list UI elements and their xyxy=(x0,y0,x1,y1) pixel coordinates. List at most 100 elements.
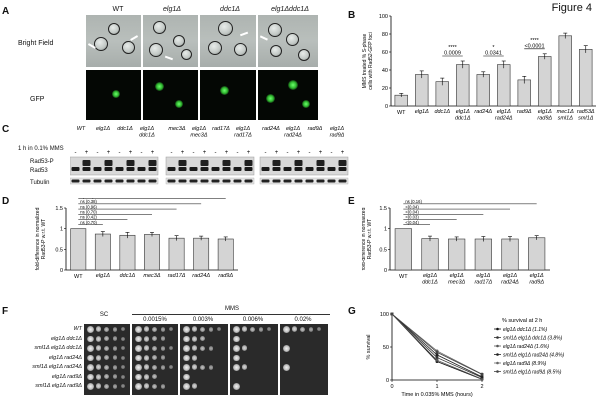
treatment-label: 1 h in 0.1% MMS xyxy=(18,146,64,152)
lane-sign-0-2-1: + xyxy=(129,150,133,156)
strain-label-1-1: elg1Δ mec3Δ xyxy=(190,126,207,139)
lane-sign-1-2-0: - xyxy=(215,150,217,156)
bar-2 xyxy=(435,81,449,107)
spot-0-3-2 xyxy=(104,355,110,361)
spot-1-5-1 xyxy=(143,373,150,380)
comparison-label-5: <(0.03) xyxy=(80,198,94,199)
spot-2-4-1 xyxy=(191,364,198,371)
y-axis-label: % survival xyxy=(366,334,372,359)
x-tick-label-1: 1 xyxy=(435,384,438,390)
legend-marker-3 xyxy=(496,353,499,356)
x-tick-label-4: rad17Δ xyxy=(168,273,186,279)
lane-sign-0-3-0: - xyxy=(141,150,143,156)
comparison-label-0: <(0.04) xyxy=(405,220,419,225)
y-tick-label-2: 100 xyxy=(380,312,389,318)
lane-sign-0-1-1: + xyxy=(107,150,111,156)
comparison-label-1: ns (0.42) xyxy=(80,215,97,220)
series-5-point-0 xyxy=(390,312,394,316)
spot-0-0-1 xyxy=(95,326,102,333)
blot-membrane-2 xyxy=(259,156,349,176)
spot-plate-4 xyxy=(280,324,328,395)
tubulin-band-2-0-1 xyxy=(272,179,281,183)
spot-0-5-3 xyxy=(112,374,118,380)
bar-6 xyxy=(517,79,531,107)
y-axis-label: MMS treated % S-phasecells with Rad52-GF… xyxy=(362,32,374,89)
spot-3-0-3 xyxy=(258,326,264,332)
spot-4-0-2 xyxy=(300,326,306,332)
y-tick-label-1: 0.5 xyxy=(55,247,63,253)
rad53p-band-2-1 xyxy=(294,160,303,166)
spot-strain-label-0: WT xyxy=(73,326,82,332)
lane-sign-0-0-0: - xyxy=(75,150,77,156)
lane-sign-1-3-0: - xyxy=(237,150,239,156)
x-axis-label: Time in 0.035% MMS (hours) xyxy=(401,392,472,398)
bar-9 xyxy=(579,48,593,107)
series-3-point-2 xyxy=(480,375,484,379)
y-tick-label-1: 0.5 xyxy=(379,247,387,253)
rad53-band-1-0-0 xyxy=(167,167,176,171)
x-tick-label-8: mec1Δ sml1Δ xyxy=(557,109,574,122)
tubulin-band-0-0-1 xyxy=(82,179,91,183)
spot-1-0-1 xyxy=(143,326,150,333)
bar-3 xyxy=(456,64,470,107)
spot-4-0-4 xyxy=(317,327,322,332)
tubulin-membrane-0 xyxy=(70,177,159,185)
spot-0-1-2 xyxy=(104,336,110,342)
spot-strain-label-6: sml1Δ elg1Δ rad9Δ xyxy=(35,383,82,389)
y-tick-label-2: 1 xyxy=(384,227,387,233)
bar-2 xyxy=(448,238,466,271)
spot-0-2-4 xyxy=(121,346,126,351)
strain-label-2-1: elg1Δ rad24Δ xyxy=(284,126,302,139)
legend-entry-3: sml1Δ elg1Δ rad24Δ (4.8%) xyxy=(503,353,565,359)
spot-0-1-3 xyxy=(112,336,118,342)
spot-0-6-1 xyxy=(95,383,102,390)
spot-1-4-3 xyxy=(160,364,166,370)
x-tick-label-0: WT xyxy=(74,274,83,280)
y-tick-label-0: 0 xyxy=(385,104,388,110)
rad53-band-1-1-0 xyxy=(189,167,198,171)
spot-0-3-0 xyxy=(87,354,94,361)
series-2-point-2 xyxy=(480,377,484,381)
x-tick-label-3: elg1Δ ddc1Δ xyxy=(455,109,471,122)
spot-2-2-3 xyxy=(208,345,214,351)
spot-0-2-2 xyxy=(104,345,110,351)
tubulin-band-0-3-1 xyxy=(148,179,157,183)
x-tick-label-1: elg1Δ xyxy=(96,273,110,279)
bar-5 xyxy=(528,237,546,271)
spot-1-4-4 xyxy=(169,365,174,370)
x-tick-label-0: 0 xyxy=(390,384,393,390)
blot-membrane-1 xyxy=(165,156,255,176)
chart-g: 0 50 100 0 1 2 Time in 0.035% MMS (hours) % sur… xyxy=(366,312,565,398)
lane-sign-2-0-0: - xyxy=(265,150,267,156)
western-blot: WT - + elg1Δ - + ddc1Δ - + elg1Δ ddc1Δ - + mec3Δ - + elg… xyxy=(70,126,349,185)
spot-4-0-0 xyxy=(283,326,290,333)
spot-1-2-1 xyxy=(143,345,150,352)
y-tick-label-4: 80 xyxy=(382,32,388,38)
legend-marker-5 xyxy=(496,370,499,373)
lane-sign-0-1-0: - xyxy=(97,150,99,156)
rad53-band-0-3-0 xyxy=(137,167,146,171)
spot-3-2-1 xyxy=(241,345,248,352)
spot-1-6-0 xyxy=(135,383,142,390)
spot-0-0-0 xyxy=(87,326,94,333)
spot-2-2-2 xyxy=(200,345,206,351)
spot-2-0-3 xyxy=(208,326,214,332)
x-tick-label-2: 2 xyxy=(480,384,483,390)
tubulin-band-1-3-1 xyxy=(244,179,253,183)
rad53p-band-0-1 xyxy=(104,160,113,166)
spot-0-2-1 xyxy=(95,345,102,352)
conc-label-0: 0.0015% xyxy=(143,317,167,323)
conc-label-1: 0.003% xyxy=(192,317,214,323)
band-label-rad53: Rad53 xyxy=(30,168,48,174)
lane-sign-2-1-1: + xyxy=(297,150,301,156)
conc-label-3: 0.02% xyxy=(294,317,312,323)
tubulin-band-2-2-1 xyxy=(316,179,325,183)
conc-label-2: 0.006% xyxy=(242,317,264,323)
spot-2-4-0 xyxy=(183,364,190,371)
spot-0-5-0 xyxy=(87,373,94,380)
lane-sign-0-0-1: + xyxy=(85,150,89,156)
panel-a-row-bright-field: Bright Field xyxy=(18,40,54,47)
spot-strain-label-2: sml1Δ elg1Δ ddc1Δ xyxy=(34,345,82,351)
x-tick-label-5: elg1Δ rad9Δ xyxy=(529,273,544,286)
bar-3 xyxy=(474,238,492,271)
